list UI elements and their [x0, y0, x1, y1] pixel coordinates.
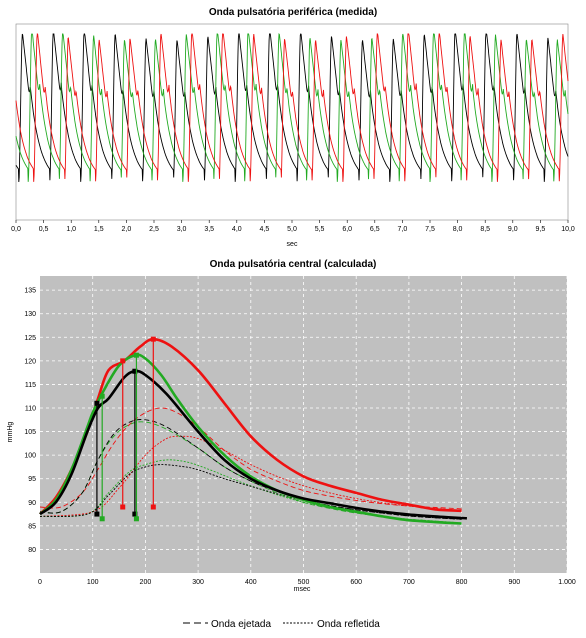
bottom-x-tick-label: 400	[245, 579, 257, 586]
top-x-tick-label: 8,0	[453, 226, 463, 233]
top-series-line	[15, 33, 569, 182]
bottom-x-tick-label: 100	[87, 579, 99, 586]
bottom-y-tick-label: 95	[28, 476, 36, 483]
bottom-y-tick-label: 85	[28, 523, 36, 530]
top-x-tick-label: 3,0	[177, 226, 187, 233]
bottom-y-tick-label: 115	[25, 382, 36, 389]
top-x-tick-label: 2,5	[149, 226, 159, 233]
legend: Onda ejetada Onda refletida	[183, 619, 380, 630]
bottom-marker-low	[94, 511, 100, 517]
bottom-y-tick-label: 130	[24, 311, 36, 318]
bottom-y-tick-label: 90	[28, 500, 36, 507]
top-x-tick-label: 7,0	[398, 226, 408, 233]
bottom-x-tick-label: 700	[403, 579, 415, 586]
bottom-chart: 0 100 200 300 400 500 600 700 800 900 1.000 80 85 90 9…	[7, 276, 576, 593]
top-x-tick-label: 9,0	[508, 226, 518, 233]
bottom-y-tick-label: 135	[24, 288, 36, 295]
bottom-ticks: 0 100 200 300 400 500 600 700 800 900 1.000 80 85 90 9…	[24, 288, 576, 586]
bottom-x-tick-label: 0	[38, 579, 42, 586]
bottom-marker-high	[150, 336, 156, 342]
bottom-marker-low	[132, 511, 138, 517]
bottom-series-line	[39, 419, 462, 520]
bottom-series-line	[39, 459, 462, 524]
bottom-x-tick-label: 600	[350, 579, 362, 586]
top-x-ticks: 0,0 0,5 1,0 1,5 2,0 2,5 3,0 3,5 4,0 4,5 5,0 5,5 6,0 6…	[11, 220, 575, 233]
top-x-tick-label: 0,0	[11, 226, 21, 233]
bottom-series-line	[39, 435, 462, 517]
bottom-x-tick-label: 200	[140, 579, 152, 586]
bottom-series-line	[39, 464, 462, 520]
bottom-y-axis-label: mmHg	[7, 422, 14, 443]
top-x-tick-label: 4,5	[260, 226, 270, 233]
bottom-x-tick-label: 1.000	[558, 579, 576, 586]
top-chart: 0,0 0,5 1,0 1,5 2,0 2,5 3,0 3,5 4,0 4,5 5,0 5,5 6,0 6…	[11, 23, 575, 248]
bottom-marker-high	[94, 400, 100, 406]
top-x-tick-label: 2,0	[122, 226, 132, 233]
top-x-axis-label: sec	[287, 241, 298, 248]
bottom-x-tick-label: 500	[298, 579, 310, 586]
top-x-tick-label: 3,5	[204, 226, 214, 233]
bottom-series-line	[39, 369, 467, 520]
bottom-x-tick-label: 900	[508, 579, 520, 586]
top-x-tick-label: 9,5	[536, 226, 546, 233]
legend-ejetada-label: Onda ejetada	[211, 619, 271, 630]
top-series-line	[15, 32, 569, 183]
top-x-tick-label: 10,0	[561, 226, 575, 233]
top-x-tick-label: 5,5	[315, 226, 325, 233]
bottom-marker-low	[150, 504, 156, 510]
bottom-y-tick-label: 100	[24, 453, 36, 460]
top-x-tick-label: 1,5	[94, 226, 104, 233]
bottom-marker-low	[99, 516, 105, 522]
top-x-tick-label: 8,5	[480, 226, 490, 233]
top-chart-title: Onda pulsatória periférica (medida)	[209, 7, 377, 18]
bottom-series-line	[39, 353, 462, 525]
top-x-tick-label: 1,0	[66, 226, 76, 233]
bottom-markers	[94, 336, 156, 522]
top-x-tick-label: 5,0	[287, 226, 297, 233]
top-x-tick-label: 6,0	[342, 226, 352, 233]
top-x-tick-label: 6,5	[370, 226, 380, 233]
top-series-line	[15, 33, 569, 183]
top-x-tick-label: 0,5	[39, 226, 49, 233]
bottom-series-line	[39, 407, 462, 510]
bottom-chart-title: Onda pulsatória central (calculada)	[210, 259, 377, 270]
bottom-y-tick-label: 125	[24, 335, 36, 342]
bottom-marker-high	[120, 358, 126, 364]
bottom-marker-low	[133, 516, 139, 522]
bottom-marker-high	[99, 393, 105, 399]
top-x-tick-label: 4,0	[232, 226, 242, 233]
top-x-tick-label: 7,5	[425, 226, 435, 233]
bottom-y-tick-label: 105	[24, 429, 36, 436]
bottom-x-axis-label: msec	[294, 586, 311, 593]
bottom-y-tick-label: 110	[25, 406, 36, 413]
bottom-x-tick-label: 800	[456, 579, 468, 586]
bottom-marker-low	[120, 504, 126, 510]
bottom-marker-high	[133, 352, 139, 358]
bottom-marker-high	[132, 368, 138, 374]
legend-refletida-label: Onda refletida	[317, 619, 380, 630]
top-series	[15, 32, 569, 183]
bottom-y-tick-label: 80	[28, 547, 36, 554]
bottom-x-tick-label: 300	[192, 579, 204, 586]
bottom-y-tick-label: 120	[24, 358, 36, 365]
bottom-series	[39, 337, 467, 525]
